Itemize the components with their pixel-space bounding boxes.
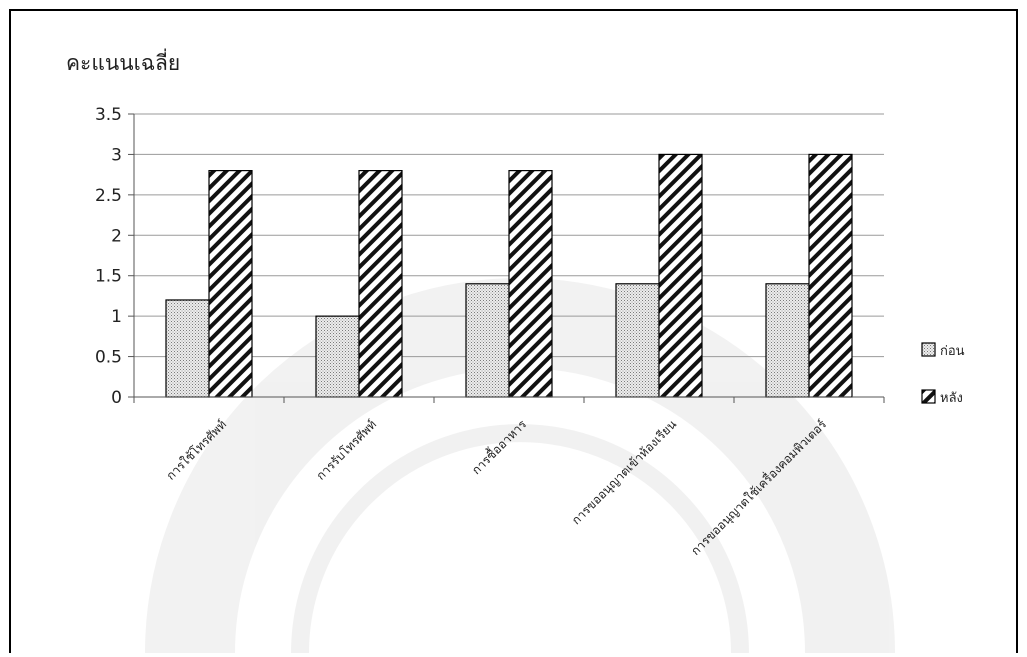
bar-series-0-category-2 [465,283,510,398]
y-tick-label: 0 [111,388,122,408]
bar-series-1-category-0 [208,170,253,398]
y-tick-label: 3 [111,145,122,165]
legend-swatch [921,389,936,404]
bar-series-1-category-2 [508,170,553,398]
axes [133,114,885,403]
bar-series-0-category-0 [165,299,210,398]
bar-series-0-category-3 [615,283,660,398]
bar-series-1-category-4 [808,153,853,398]
y-axis-ticks: 0 0.5 1 1.5 2 2.5 3 3.5 [95,105,134,408]
legend-swatch [921,342,936,357]
legend-label: หลัง [940,391,963,406]
bar-series-0-category-1 [315,315,360,398]
y-tick-label: 1 [111,307,122,327]
y-tick-label: 3.5 [95,105,122,125]
bars [165,153,853,398]
y-tick-label: 2.5 [95,186,122,206]
bar-series-1-category-3 [658,153,703,398]
outer-border [9,9,1018,657]
y-tick-label: 1.5 [95,267,122,287]
y-tick-label: 0.5 [95,348,122,368]
legend-label: ก่อน [940,344,965,359]
y-tick-label: 2 [111,226,122,246]
y-axis-label: คะแนนเฉลี่ย [66,48,180,75]
bar-series-1-category-1 [358,170,403,398]
bar-series-0-category-4 [765,283,810,398]
